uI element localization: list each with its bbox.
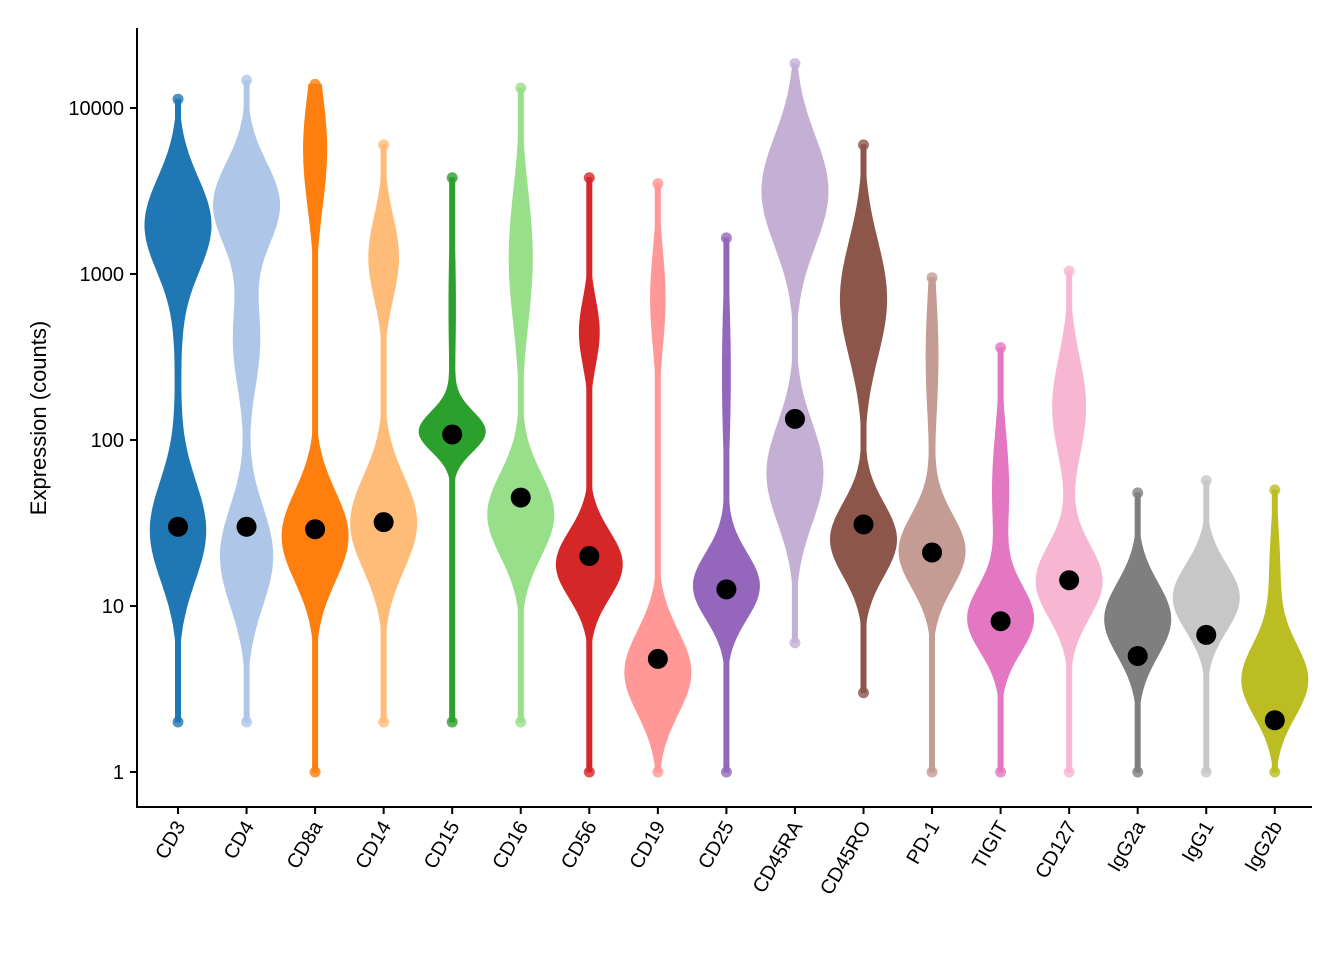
y-tick-label: 100 bbox=[91, 430, 124, 452]
violin-extreme-point bbox=[789, 58, 801, 70]
violin-CD4 bbox=[213, 79, 281, 723]
violin-extreme-point bbox=[926, 272, 938, 284]
x-tick-label: CD4 bbox=[220, 818, 259, 864]
violins-layer bbox=[144, 58, 1309, 778]
violin-PD-1 bbox=[898, 277, 966, 773]
median-point-CD16 bbox=[510, 487, 531, 508]
violin-CD45RA bbox=[761, 63, 829, 644]
violin-extreme-point bbox=[515, 716, 527, 728]
medians-layer bbox=[168, 408, 1285, 731]
violin-TIGIT bbox=[967, 347, 1035, 773]
violin-extreme-point bbox=[172, 93, 184, 105]
median-point-IgG2a bbox=[1127, 645, 1148, 666]
violin-CD14 bbox=[350, 144, 418, 723]
median-point-IgG2b bbox=[1264, 710, 1285, 731]
median-point-CD15 bbox=[442, 424, 463, 445]
violin-extreme-point bbox=[446, 716, 458, 728]
median-point-CD3 bbox=[168, 516, 188, 537]
violin-extreme-point bbox=[241, 716, 253, 728]
violin-extreme-point bbox=[1200, 766, 1212, 778]
y-axis-label: Expression (counts) bbox=[26, 321, 51, 515]
violin-extreme-point bbox=[1132, 766, 1144, 778]
violin-CD15 bbox=[418, 177, 486, 723]
median-point-CD25 bbox=[716, 579, 737, 600]
violin-extreme-point bbox=[1269, 484, 1281, 496]
median-point-CD14 bbox=[373, 512, 394, 533]
median-point-CD8a bbox=[305, 519, 326, 540]
x-ticks: CD3 CD4 CD8a CD14 CD15 CD16 CD56 CD19 CD25 CD45RA… bbox=[151, 807, 1287, 899]
x-tick-label: CD3 bbox=[151, 818, 190, 864]
x-tick-label: CD14 bbox=[351, 818, 396, 873]
x-tick-label: CD45RA bbox=[749, 817, 808, 897]
median-point-PD-1 bbox=[922, 542, 943, 563]
y-tick-label: 1000 bbox=[80, 264, 125, 286]
y-ticks: 1 10 100 1000 10000 bbox=[68, 98, 137, 784]
violin-CD127 bbox=[1035, 270, 1103, 773]
median-point-CD4 bbox=[236, 516, 257, 537]
median-point-CD45RO bbox=[853, 514, 874, 535]
median-point-IgG1 bbox=[1196, 624, 1217, 645]
violin-extreme-point bbox=[926, 766, 938, 778]
violin-extreme-point bbox=[515, 82, 527, 94]
violin-extreme-point bbox=[172, 716, 184, 728]
violin-extreme-point bbox=[1063, 766, 1075, 778]
x-tick-label: CD8a bbox=[283, 817, 328, 873]
y-tick-label: 10 bbox=[102, 596, 124, 618]
violin-extreme-point bbox=[378, 139, 390, 151]
violin-extreme-point bbox=[583, 766, 595, 778]
violin-extreme-point bbox=[995, 342, 1007, 354]
violin-extreme-point bbox=[789, 637, 801, 649]
violin-CD16 bbox=[487, 87, 555, 723]
violin-CD19 bbox=[624, 183, 692, 773]
x-tick-label: CD19 bbox=[626, 818, 671, 873]
violin-extreme-point bbox=[858, 687, 869, 699]
x-tick-label: CD45RO bbox=[816, 818, 876, 899]
median-point-CD56 bbox=[579, 546, 600, 567]
violin-extreme-point bbox=[309, 78, 321, 90]
violin-extreme-point bbox=[583, 172, 595, 184]
violin-extreme-point bbox=[241, 74, 253, 86]
violin-extreme-point bbox=[995, 766, 1007, 778]
x-tick-label: PD-1 bbox=[903, 818, 945, 868]
violin-extreme-point bbox=[720, 766, 732, 778]
violin-extreme-point bbox=[1269, 766, 1281, 778]
x-tick-label: CD25 bbox=[694, 818, 739, 873]
median-point-CD45RA bbox=[784, 408, 805, 429]
x-tick-label: CD16 bbox=[488, 818, 533, 873]
median-point-CD127 bbox=[1059, 570, 1080, 591]
violin-extreme-point bbox=[309, 766, 321, 778]
x-tick-label: CD127 bbox=[1031, 818, 1081, 883]
violin-extreme-point bbox=[378, 716, 390, 728]
x-tick-label: IgG2a bbox=[1104, 817, 1151, 876]
x-tick-label: IgG1 bbox=[1178, 818, 1219, 867]
violin-CD56 bbox=[555, 177, 623, 773]
x-tick-label: CD56 bbox=[557, 818, 602, 873]
violin-CD45RO bbox=[829, 144, 898, 694]
violin-extreme-point bbox=[858, 139, 869, 151]
violin-extreme-point bbox=[1200, 475, 1212, 487]
violin-IgG2a bbox=[1104, 492, 1172, 773]
violin-extreme-point bbox=[720, 232, 732, 244]
x-tick-label: TIGIT bbox=[968, 818, 1013, 873]
x-tick-label: IgG2b bbox=[1241, 818, 1287, 876]
violin-extreme-point bbox=[652, 766, 664, 778]
violin-CD3 bbox=[144, 98, 212, 723]
median-point-CD19 bbox=[647, 648, 668, 669]
x-tick-label: CD15 bbox=[420, 818, 465, 873]
violin-extreme-point bbox=[1132, 487, 1144, 499]
y-tick-label: 10000 bbox=[68, 98, 124, 120]
violin-CD8a bbox=[281, 83, 349, 773]
y-tick-label: 1 bbox=[113, 762, 124, 784]
violin-extreme-point bbox=[446, 172, 458, 184]
violin-CD25 bbox=[692, 237, 760, 773]
median-point-TIGIT bbox=[990, 611, 1011, 632]
violin-extreme-point bbox=[1063, 265, 1075, 277]
violin-extreme-point bbox=[652, 178, 664, 190]
